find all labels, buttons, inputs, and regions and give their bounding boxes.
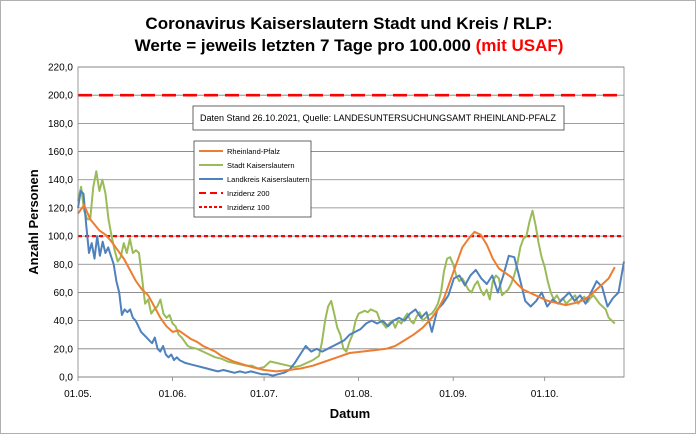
x-axis-ticks: 01.05. 01.06. 01.07. 01.08. 01.09. 01.10. [64, 377, 559, 400]
plot-area-border [77, 66, 625, 378]
x-tick-label: 01.06. [159, 389, 187, 400]
chart-title-line1: Coronavirus Kaiserslautern Stadt und Kre… [145, 14, 552, 33]
y-tick-label: 180,0 [48, 119, 73, 130]
chart-title-line2-main: Werte = jeweils letzten 7 Tage pro 100.0… [135, 36, 476, 55]
legend-inzidenz-200-label: Inzidenz 200 [227, 189, 270, 198]
x-tick-label: 01.07. [250, 389, 278, 400]
series-landkreis-kaiserslautern-line [77, 190, 625, 377]
y-tick-label: 100,0 [48, 232, 73, 243]
y-tick-label: 120,0 [48, 203, 73, 214]
y-tick-label: 160,0 [48, 147, 73, 158]
legend-rheinland-pfalz-label: Rheinland-Pfalz [227, 147, 280, 156]
x-tick-label: 01.10. [531, 389, 559, 400]
y-tick-label: 0,0 [59, 373, 73, 384]
chart-title-line2: Werte = jeweils letzten 7 Tage pro 100.0… [135, 36, 564, 55]
source-note: Daten Stand 26.10.2021, Quelle: LANDESUN… [192, 105, 565, 131]
y-tick-label: 60,0 [54, 288, 74, 299]
source-note-box [192, 105, 565, 131]
series-rheinland-pfalz-line [77, 204, 616, 373]
source-note-text: Daten Stand 26.10.2021, Quelle: LANDESUN… [200, 113, 556, 123]
y-tick-label: 40,0 [54, 316, 74, 327]
chart-title-line2-highlight: (mit USAF) [476, 36, 564, 55]
legend: Rheinland-Pfalz Stadt Kaiserslautern Landk… [193, 140, 312, 218]
legend-inzidenz-100-label: Inzidenz 100 [227, 203, 270, 212]
legend-landkreis-kaiserslautern-label: Landkreis Kaiserslautern [227, 175, 310, 184]
y-tick-label: 200,0 [48, 91, 73, 102]
x-tick-label: 01.05. [64, 389, 92, 400]
y-tick-label: 140,0 [48, 175, 73, 186]
y-tick-label: 80,0 [54, 260, 74, 271]
y-tick-label: 220,0 [48, 63, 73, 74]
y-axis-title: Anzahl Personen [26, 169, 41, 275]
y-tick-label: 20,0 [54, 344, 74, 355]
series-stadt-kaiserslautern-line [77, 170, 616, 370]
y-axis-ticks: 0,0 20,0 40,0 60,0 80,0 100,0 120,0 140,0 160,0 1… [48, 63, 73, 384]
x-tick-label: 01.08. [345, 389, 373, 400]
x-tick-label: 01.09. [439, 389, 467, 400]
legend-stadt-kaiserslautern-label: Stadt Kaiserslautern [227, 161, 295, 170]
series-lines [77, 93, 625, 377]
x-axis-title: Datum [330, 406, 370, 421]
